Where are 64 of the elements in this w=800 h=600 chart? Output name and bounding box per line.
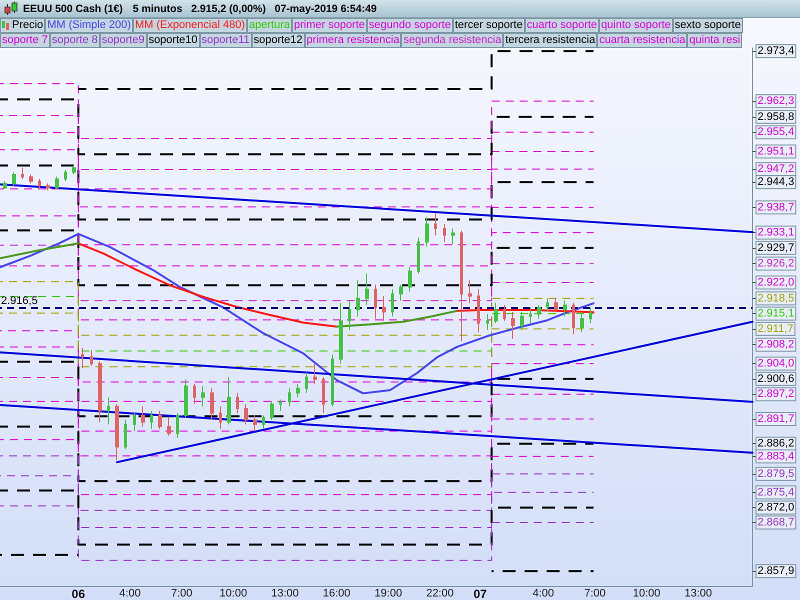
y-tick-label: 2.900,6 bbox=[758, 372, 794, 385]
text: quinta resi bbox=[689, 34, 740, 47]
x-tick-label: 22:00 bbox=[426, 588, 454, 600]
y-tick-label: 2.875,4 bbox=[758, 486, 794, 498]
y-tick-label: 2.929,7 bbox=[758, 242, 794, 254]
ref-line-label: 2.916,5 bbox=[1, 294, 38, 307]
x-tick-label: 10:00 bbox=[220, 588, 248, 600]
y-tick-label: 2.918,5 bbox=[758, 292, 794, 304]
x-tick-label: 4:00 bbox=[119, 588, 141, 600]
y-tick-label: 2.911,7 bbox=[758, 322, 794, 335]
x-tick-label: 19:00 bbox=[374, 588, 402, 600]
text: tercer soporte bbox=[454, 19, 523, 32]
y-tick-label: 2.938,7 bbox=[758, 201, 794, 214]
text: cuarto soporte bbox=[526, 19, 598, 32]
y-tick-label: 2.904,0 bbox=[758, 358, 794, 370]
chart-subtitle: 5 minutos 2.915,2 (0,00%) 07-may-2019 6:54:49 bbox=[132, 2, 377, 14]
text: MM (Simple 200) bbox=[47, 19, 131, 32]
x-tick-label: 7:00 bbox=[170, 588, 192, 600]
y-tick-label: 2.915,1 bbox=[758, 308, 794, 320]
y-tick-label: 2.962,3 bbox=[758, 95, 794, 108]
text: sexto soporte bbox=[674, 19, 741, 32]
x-tick-label: 4:00 bbox=[532, 588, 554, 600]
y-tick-label: 2.933,1 bbox=[758, 226, 794, 239]
text: MM (Exponencial 480) bbox=[134, 19, 245, 32]
x-tick-label: 07 bbox=[473, 587, 488, 600]
text: tercera resistencia bbox=[505, 34, 596, 47]
y-tick-label: 2.872,0 bbox=[758, 502, 794, 514]
legend-label: Precio bbox=[12, 19, 44, 32]
y-tick-label: 2.868,7 bbox=[758, 516, 794, 529]
y-tick-label: 2.879,5 bbox=[758, 468, 794, 480]
y-tick-label: 2.891,7 bbox=[758, 412, 794, 425]
y-tick-label: 2.926,2 bbox=[758, 258, 794, 270]
text: soporte12 bbox=[254, 34, 303, 47]
text: soporte 7 bbox=[2, 34, 48, 47]
x-tick-label: 7:00 bbox=[584, 588, 606, 600]
y-tick-label: 2.908,2 bbox=[758, 338, 794, 351]
y-tick-label: 2.857,9 bbox=[758, 565, 794, 578]
text: cuarta resistencia bbox=[599, 34, 686, 47]
y-tick-label: 2.951,1 bbox=[758, 146, 794, 158]
text: segunda resistencia bbox=[403, 34, 502, 47]
text: soporte9 bbox=[102, 34, 145, 47]
text: quinto soporte bbox=[601, 19, 671, 32]
text: soporte10 bbox=[148, 34, 198, 47]
y-tick-label: 2.955,4 bbox=[758, 126, 794, 138]
text: soporte 8 bbox=[52, 34, 98, 47]
y-tick-label: 2.958,8 bbox=[758, 110, 794, 123]
chart-title: EEUU 500 Cash (1€) bbox=[23, 2, 123, 14]
y-tick-label: 2.886,2 bbox=[758, 438, 794, 450]
y-tick-label: 2.922,0 bbox=[758, 276, 794, 289]
y-tick-label: 2.947,2 bbox=[758, 163, 794, 176]
text: soporte11 bbox=[202, 34, 250, 47]
text: primera resistencia bbox=[306, 34, 400, 47]
text: primer soporte bbox=[294, 19, 365, 32]
text: segundo soporte bbox=[368, 19, 451, 32]
x-tick-label: 13:00 bbox=[271, 588, 299, 600]
x-tick-label: 10:00 bbox=[632, 588, 660, 600]
y-tick-label: 2.883,4 bbox=[758, 450, 794, 462]
y-tick-label: 2.973,4 bbox=[758, 45, 794, 58]
text: apertura bbox=[249, 19, 290, 32]
y-tick-label: 2.897,2 bbox=[758, 388, 794, 400]
x-tick-label: 16:00 bbox=[322, 588, 350, 600]
x-tick-label: 06 bbox=[72, 587, 86, 600]
y-tick-label: 2.944,3 bbox=[758, 176, 794, 188]
x-tick-label: 13:00 bbox=[684, 588, 712, 600]
